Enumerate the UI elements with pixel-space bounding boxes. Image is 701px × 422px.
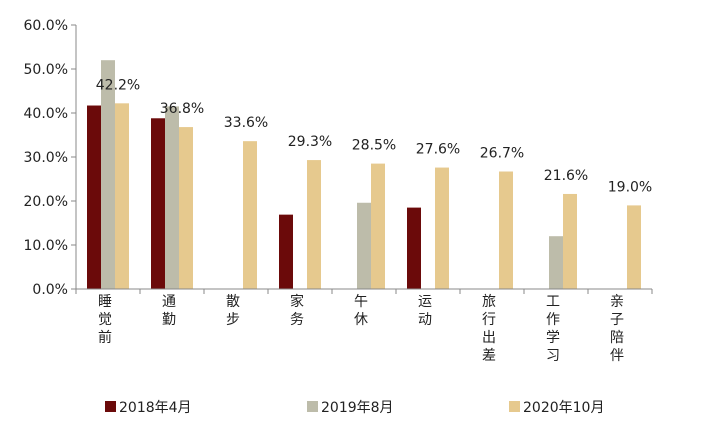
data-label: 19.0% xyxy=(608,179,652,195)
bar-3-4 xyxy=(307,160,321,289)
category-label: 睡觉前 xyxy=(98,294,112,346)
data-label: 28.5% xyxy=(352,138,396,154)
legend-label-3: 2020年10月 xyxy=(523,400,604,416)
bars-group xyxy=(87,60,641,290)
bar-2-2 xyxy=(165,106,179,290)
y-tick-label: 40.0% xyxy=(24,106,68,122)
bar-3-1 xyxy=(115,103,129,289)
data-label: 21.6% xyxy=(544,168,588,184)
bar-2-5 xyxy=(357,202,371,289)
bar-3-6 xyxy=(435,167,449,289)
legend-swatch-2 xyxy=(307,401,318,412)
legend: 2018年4月 2019年8月 2020年10月 xyxy=(105,400,604,416)
bar-2-8 xyxy=(549,236,563,289)
category-label: 通勤 xyxy=(162,294,176,328)
bar-3-2 xyxy=(179,127,193,289)
legend-label-2: 2019年8月 xyxy=(321,400,394,416)
y-tick-label: 50.0% xyxy=(24,62,68,78)
y-tick-label: 60.0% xyxy=(24,18,68,34)
bar-1-1 xyxy=(87,105,101,290)
bar-1-4 xyxy=(279,214,293,289)
y-tick-label: 10.0% xyxy=(24,238,68,254)
category-label: 亲子陪伴 xyxy=(610,294,624,364)
data-label: 27.6% xyxy=(416,142,460,158)
data-label: 26.7% xyxy=(480,146,524,162)
legend-swatch-3 xyxy=(509,401,520,412)
y-tick-label: 30.0% xyxy=(24,150,68,166)
data-label: 36.8% xyxy=(160,101,204,117)
legend-swatch-1 xyxy=(105,401,116,412)
bar-3-9 xyxy=(627,205,641,289)
category-label: 旅行出差 xyxy=(482,294,496,364)
category-label: 午休 xyxy=(354,294,368,328)
category-label: 家务 xyxy=(290,293,304,328)
bar-2-1 xyxy=(101,60,115,290)
category-label: 散步 xyxy=(226,294,240,328)
bar-1-6 xyxy=(407,207,421,289)
category-label: 工作学习 xyxy=(546,294,560,364)
bar-3-8 xyxy=(563,193,577,289)
legend-label-1: 2018年4月 xyxy=(119,400,192,416)
data-label: 33.6% xyxy=(224,115,268,131)
bar-1-2 xyxy=(151,118,165,289)
bar-3-7 xyxy=(499,171,513,289)
y-tick-label: 0.0% xyxy=(32,282,68,298)
category-label: 运动 xyxy=(418,294,432,328)
y-tick-label: 20.0% xyxy=(24,194,68,210)
x-axis: 睡觉前 通勤 散步 家务 午休 运动 旅行出差 工作学习 亲子陪伴 xyxy=(75,288,653,364)
bar-3-5 xyxy=(371,163,385,289)
bar-3-3 xyxy=(243,141,257,289)
y-axis: 0.0% 10.0% 20.0% 30.0% 40.0% 50.0% 60.0% xyxy=(24,18,77,298)
data-label: 42.2% xyxy=(96,77,140,93)
data-labels-group: 42.2% 36.8% 33.6% 29.3% 28.5% 27.6% 26.7% 21.6%… xyxy=(96,77,652,195)
data-label: 29.3% xyxy=(288,134,332,150)
